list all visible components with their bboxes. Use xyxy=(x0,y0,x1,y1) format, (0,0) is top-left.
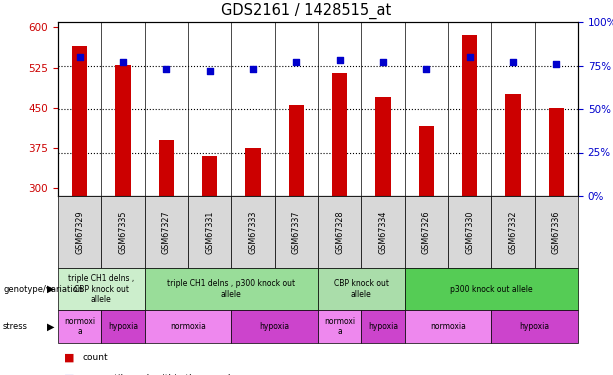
Text: ▶: ▶ xyxy=(47,284,55,294)
Text: GSM67328: GSM67328 xyxy=(335,210,344,254)
Bar xyxy=(332,73,347,196)
Point xyxy=(291,59,301,65)
Bar xyxy=(245,148,261,196)
Bar xyxy=(72,46,87,196)
Text: GSM67329: GSM67329 xyxy=(75,210,84,254)
Text: GSM67327: GSM67327 xyxy=(162,210,171,254)
Bar xyxy=(505,94,520,196)
Text: hypoxia: hypoxia xyxy=(368,322,398,331)
Point xyxy=(378,59,388,65)
Point xyxy=(161,66,171,72)
Text: GSM67336: GSM67336 xyxy=(552,210,561,254)
Text: triple CH1 delns ,
CBP knock out
allele: triple CH1 delns , CBP knock out allele xyxy=(68,274,134,304)
Point xyxy=(205,68,215,74)
Text: GSM67332: GSM67332 xyxy=(509,210,517,254)
Text: hypoxia: hypoxia xyxy=(108,322,138,331)
Text: percentile rank within the sample: percentile rank within the sample xyxy=(83,374,235,375)
Point xyxy=(118,59,128,65)
Point xyxy=(75,54,85,60)
Point xyxy=(552,61,562,67)
Bar xyxy=(115,65,131,196)
Text: hypoxia: hypoxia xyxy=(259,322,290,331)
Text: GSM67333: GSM67333 xyxy=(248,210,257,254)
Bar xyxy=(419,126,434,196)
Text: count: count xyxy=(83,354,108,363)
Text: normoxia: normoxia xyxy=(170,322,206,331)
Bar xyxy=(202,156,217,196)
Text: normoxi
a: normoxi a xyxy=(324,317,355,336)
Point xyxy=(248,66,258,72)
Bar xyxy=(462,35,478,196)
Text: GSM67331: GSM67331 xyxy=(205,210,214,254)
Text: GSM67335: GSM67335 xyxy=(118,210,128,254)
Text: CBP knock out
allele: CBP knock out allele xyxy=(334,279,389,299)
Text: triple CH1 delns , p300 knock out
allele: triple CH1 delns , p300 knock out allele xyxy=(167,279,295,299)
Point xyxy=(465,54,474,60)
Text: GDS2161 / 1428515_at: GDS2161 / 1428515_at xyxy=(221,3,392,19)
Point xyxy=(508,59,518,65)
Bar xyxy=(289,105,304,196)
Text: p300 knock out allele: p300 knock out allele xyxy=(450,285,533,294)
Text: genotype/variation: genotype/variation xyxy=(3,285,83,294)
Text: ■: ■ xyxy=(64,374,75,375)
Text: GSM67337: GSM67337 xyxy=(292,210,301,254)
Text: GSM67330: GSM67330 xyxy=(465,210,474,254)
Point xyxy=(421,66,431,72)
Text: stress: stress xyxy=(3,322,28,331)
Text: GSM67334: GSM67334 xyxy=(378,210,387,254)
Bar xyxy=(375,97,390,196)
Text: normoxia: normoxia xyxy=(430,322,466,331)
Bar xyxy=(159,140,174,196)
Text: ▶: ▶ xyxy=(47,321,55,332)
Bar xyxy=(549,108,564,196)
Text: ■: ■ xyxy=(64,353,75,363)
Text: normoxi
a: normoxi a xyxy=(64,317,95,336)
Text: GSM67326: GSM67326 xyxy=(422,210,431,254)
Point xyxy=(335,57,345,63)
Text: hypoxia: hypoxia xyxy=(520,322,550,331)
